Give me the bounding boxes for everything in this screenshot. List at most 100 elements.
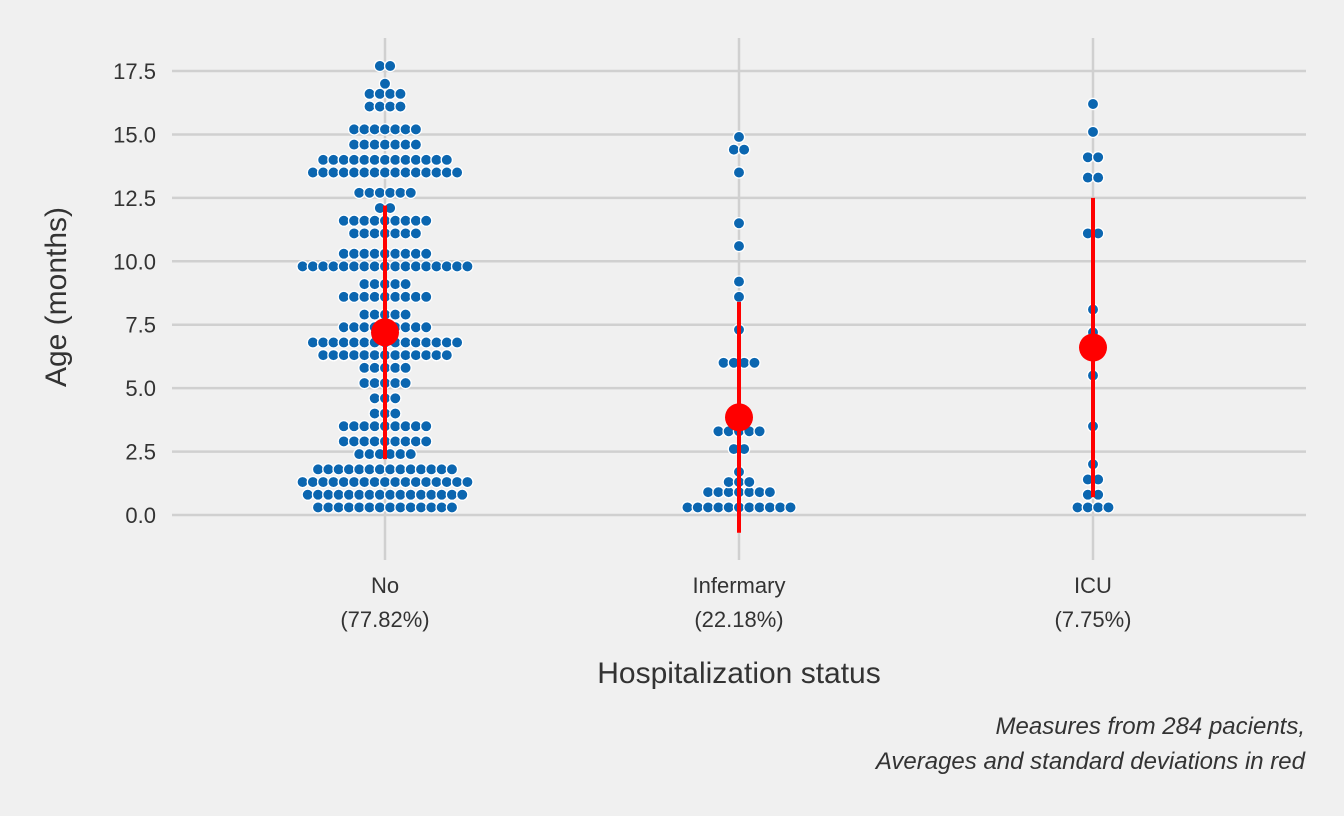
data-point <box>352 447 366 461</box>
data-point <box>389 123 402 136</box>
data-point <box>435 501 448 514</box>
data-point <box>727 143 741 156</box>
data-point <box>399 336 412 349</box>
data-point <box>1081 171 1095 184</box>
data-point <box>763 485 777 499</box>
data-point <box>383 488 397 501</box>
data-point <box>440 336 454 349</box>
data-point <box>440 166 454 179</box>
data-point <box>358 277 371 291</box>
data-point <box>373 501 387 514</box>
data-point <box>773 501 787 514</box>
data-point <box>440 475 454 489</box>
data-point <box>389 138 402 151</box>
data-point <box>363 100 376 113</box>
data-point <box>389 290 402 304</box>
data-point <box>450 260 464 273</box>
data-point <box>701 485 715 499</box>
data-point <box>316 260 330 273</box>
data-point <box>419 321 433 334</box>
data-point <box>409 260 423 273</box>
data-point <box>373 186 387 200</box>
data-point <box>389 153 402 167</box>
data-point <box>327 348 340 362</box>
data-point <box>409 138 423 151</box>
data-point <box>383 100 397 113</box>
y-tick-label: 12.5 <box>113 186 156 211</box>
data-point <box>383 186 397 200</box>
data-point <box>394 463 407 476</box>
data-point <box>316 166 330 179</box>
data-point <box>455 488 469 501</box>
data-point <box>342 488 356 501</box>
data-point <box>347 321 361 334</box>
y-tick-label: 10.0 <box>113 249 156 274</box>
data-point <box>358 361 371 375</box>
data-point <box>732 216 746 230</box>
data-point <box>732 239 746 253</box>
mean-marker <box>725 403 753 432</box>
data-point <box>450 336 464 349</box>
data-point <box>1086 97 1100 111</box>
data-point <box>404 501 417 514</box>
data-point <box>425 488 438 501</box>
data-point <box>347 260 361 273</box>
data-point <box>732 275 746 288</box>
data-point <box>378 77 392 90</box>
data-point <box>425 463 438 476</box>
data-point <box>358 308 371 321</box>
data-point <box>373 100 387 113</box>
data-point <box>368 361 381 375</box>
data-point <box>327 166 340 179</box>
data-point <box>712 485 725 499</box>
data-point <box>327 475 340 489</box>
data-point <box>347 123 361 136</box>
data-point <box>389 260 402 273</box>
data-point <box>389 407 402 420</box>
data-point <box>404 186 417 200</box>
data-point <box>347 227 361 240</box>
y-tick-label: 0.0 <box>125 503 156 528</box>
data-point <box>363 186 376 200</box>
x-tick-percent: (77.82%) <box>340 607 429 632</box>
data-point <box>322 488 335 501</box>
data-point <box>373 488 387 501</box>
data-point <box>389 214 402 227</box>
mean-sd-markers <box>371 197 1107 533</box>
data-point <box>378 166 392 179</box>
data-point <box>440 348 454 362</box>
data-point <box>368 392 381 405</box>
data-point <box>327 260 340 273</box>
data-point <box>409 153 423 167</box>
data-point <box>1102 501 1115 514</box>
data-point <box>419 214 433 227</box>
data-point <box>430 475 443 489</box>
data-point <box>753 501 766 514</box>
data-point <box>389 475 402 489</box>
data-point <box>347 247 361 260</box>
x-tick-label: Infermary <box>693 573 786 598</box>
data-point <box>311 488 325 501</box>
data-point <box>404 463 417 476</box>
data-point <box>342 501 356 514</box>
data-point <box>358 336 371 349</box>
data-point <box>347 214 361 227</box>
data-point <box>399 321 412 334</box>
y-tick-label: 17.5 <box>113 59 156 84</box>
data-point <box>306 166 320 179</box>
data-point <box>409 321 423 334</box>
data-point <box>358 321 371 334</box>
caption-line-2: Averages and standard deviations in red <box>874 748 1306 775</box>
data-point <box>409 290 423 304</box>
data-point <box>306 475 320 489</box>
data-point <box>414 501 428 514</box>
data-point <box>347 435 361 448</box>
data-point <box>409 247 423 260</box>
data-point <box>732 290 746 304</box>
data-point <box>419 336 433 349</box>
data-point <box>409 348 423 362</box>
y-tick-label: 15.0 <box>113 122 156 147</box>
data-point <box>383 463 397 476</box>
data-point <box>337 348 351 362</box>
